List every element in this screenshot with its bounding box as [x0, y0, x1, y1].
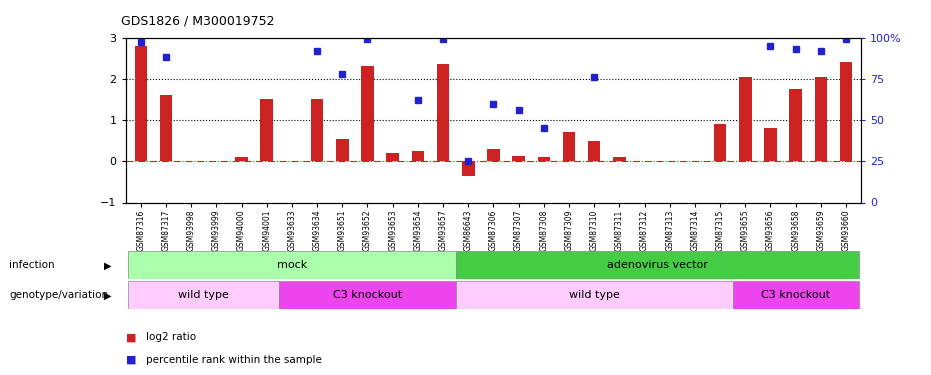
Bar: [386, 153, 399, 161]
Bar: [487, 149, 500, 161]
Bar: [437, 64, 450, 161]
Text: adenovirus vector: adenovirus vector: [607, 260, 708, 270]
Bar: [455, 281, 733, 309]
Bar: [412, 151, 425, 161]
Bar: [361, 66, 373, 161]
Bar: [455, 251, 858, 279]
Bar: [764, 128, 776, 161]
Text: C3 knockout: C3 knockout: [762, 290, 830, 300]
Bar: [134, 46, 147, 161]
Bar: [236, 157, 248, 161]
Text: wild type: wild type: [179, 290, 229, 300]
Text: GDS1826 / M300019752: GDS1826 / M300019752: [121, 15, 275, 28]
Bar: [537, 157, 550, 161]
Bar: [462, 161, 475, 176]
Text: ■: ■: [126, 333, 136, 342]
Bar: [279, 281, 455, 309]
Text: ▶: ▶: [104, 290, 112, 300]
Bar: [311, 99, 323, 161]
Bar: [512, 156, 525, 161]
Bar: [128, 251, 455, 279]
Text: ■: ■: [126, 355, 136, 365]
Bar: [128, 281, 279, 309]
Text: wild type: wild type: [569, 290, 620, 300]
Text: log2 ratio: log2 ratio: [146, 333, 196, 342]
Text: ▶: ▶: [104, 260, 112, 270]
Bar: [614, 157, 626, 161]
Text: percentile rank within the sample: percentile rank within the sample: [146, 355, 322, 365]
Bar: [789, 89, 802, 161]
Bar: [562, 132, 575, 161]
Text: genotype/variation: genotype/variation: [9, 290, 108, 300]
Text: infection: infection: [9, 260, 55, 270]
Bar: [840, 62, 853, 161]
Bar: [336, 139, 348, 161]
Bar: [739, 77, 751, 161]
Bar: [714, 124, 726, 161]
Bar: [160, 95, 172, 161]
Bar: [733, 281, 858, 309]
Bar: [261, 99, 273, 161]
Bar: [587, 141, 600, 161]
Text: mock: mock: [277, 260, 307, 270]
Text: C3 knockout: C3 knockout: [333, 290, 402, 300]
Bar: [815, 77, 827, 161]
